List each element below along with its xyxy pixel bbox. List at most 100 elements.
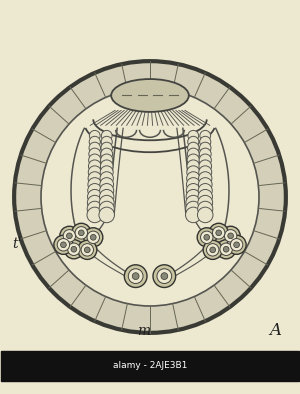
Circle shape [78, 240, 97, 259]
Circle shape [200, 142, 211, 154]
Circle shape [199, 154, 212, 166]
Circle shape [197, 207, 213, 223]
Ellipse shape [14, 61, 286, 333]
Circle shape [89, 130, 100, 141]
Circle shape [212, 227, 225, 239]
Circle shape [186, 195, 201, 210]
Circle shape [100, 154, 113, 166]
Circle shape [185, 207, 201, 223]
Circle shape [188, 136, 199, 147]
Circle shape [187, 178, 200, 191]
Circle shape [124, 265, 147, 288]
Circle shape [88, 160, 101, 173]
Circle shape [198, 201, 213, 216]
Circle shape [198, 184, 212, 198]
Circle shape [224, 230, 237, 242]
Circle shape [61, 242, 66, 248]
Circle shape [88, 190, 102, 204]
Circle shape [210, 247, 216, 253]
Circle shape [101, 148, 112, 160]
Circle shape [199, 172, 212, 185]
Circle shape [79, 230, 84, 236]
Text: m: m [136, 324, 150, 338]
Bar [1, 351, 299, 381]
Circle shape [100, 190, 114, 204]
Circle shape [100, 172, 113, 185]
Circle shape [200, 130, 211, 141]
Circle shape [228, 233, 233, 239]
Circle shape [89, 136, 100, 147]
Circle shape [75, 227, 88, 239]
Circle shape [100, 178, 113, 191]
Circle shape [223, 246, 229, 252]
Circle shape [88, 184, 102, 198]
Circle shape [132, 273, 139, 279]
Circle shape [101, 130, 112, 141]
Circle shape [198, 195, 213, 210]
Circle shape [72, 223, 91, 242]
Circle shape [81, 243, 94, 256]
Circle shape [84, 228, 103, 247]
Circle shape [199, 148, 211, 160]
Circle shape [199, 160, 211, 173]
Circle shape [216, 230, 221, 236]
Circle shape [186, 184, 200, 198]
Circle shape [90, 234, 96, 240]
Circle shape [101, 136, 112, 147]
Circle shape [204, 234, 210, 240]
Circle shape [209, 223, 228, 242]
Ellipse shape [111, 79, 189, 112]
Circle shape [157, 269, 172, 284]
Circle shape [206, 243, 219, 256]
Circle shape [101, 142, 112, 154]
Circle shape [88, 172, 101, 185]
Circle shape [234, 242, 239, 248]
Circle shape [199, 166, 212, 179]
Circle shape [88, 178, 102, 191]
Circle shape [87, 195, 102, 210]
Circle shape [99, 201, 114, 216]
Circle shape [71, 246, 77, 252]
Circle shape [84, 247, 90, 253]
Circle shape [60, 226, 79, 245]
Circle shape [188, 148, 199, 160]
Ellipse shape [41, 88, 259, 306]
Text: t': t' [13, 237, 22, 251]
Circle shape [88, 154, 101, 166]
Circle shape [89, 148, 101, 160]
Circle shape [153, 265, 176, 288]
Circle shape [186, 190, 200, 204]
Circle shape [57, 238, 70, 251]
Circle shape [200, 136, 211, 147]
Circle shape [203, 240, 222, 259]
Circle shape [187, 160, 200, 173]
Circle shape [188, 130, 199, 141]
Circle shape [188, 142, 199, 154]
Circle shape [187, 172, 200, 185]
Circle shape [197, 228, 216, 247]
Text: alamy - 2AJE3B1: alamy - 2AJE3B1 [113, 361, 187, 370]
Circle shape [63, 230, 76, 242]
Circle shape [89, 142, 100, 154]
Circle shape [99, 207, 115, 223]
Circle shape [161, 273, 168, 279]
Circle shape [88, 166, 101, 179]
Circle shape [230, 238, 243, 251]
Circle shape [200, 231, 213, 243]
Circle shape [217, 240, 236, 259]
Circle shape [87, 201, 102, 216]
Circle shape [221, 226, 240, 245]
Circle shape [186, 201, 201, 216]
Text: A: A [269, 322, 281, 339]
Circle shape [87, 207, 103, 223]
Circle shape [227, 235, 246, 255]
Circle shape [198, 190, 212, 204]
Circle shape [187, 154, 200, 166]
Circle shape [187, 166, 200, 179]
Circle shape [67, 233, 72, 239]
Circle shape [87, 231, 100, 243]
Circle shape [100, 160, 113, 173]
Circle shape [220, 243, 233, 255]
Circle shape [64, 240, 83, 259]
Circle shape [99, 195, 114, 210]
